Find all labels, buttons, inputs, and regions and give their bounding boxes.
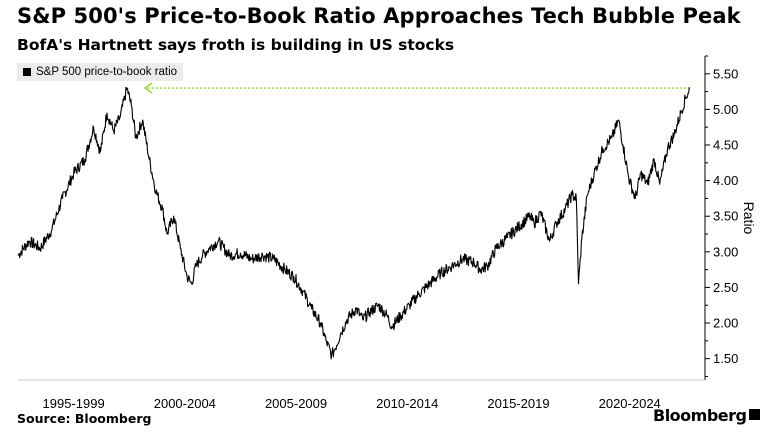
legend-swatch	[23, 68, 31, 76]
bloomberg-terminal-icon	[749, 409, 761, 420]
legend-label: S&P 500 price-to-book ratio	[36, 66, 178, 78]
series-layer	[17, 86, 690, 360]
y-tick-label: 4.00	[713, 173, 738, 188]
annotation-layer	[143, 82, 690, 94]
y-tick-label: 5.50	[713, 66, 738, 81]
chart-title: S&P 500's Price-to-Book Ratio Approaches…	[17, 4, 741, 28]
y-tick-label: 4.50	[713, 138, 738, 153]
x-tick-label: 2010-2014	[376, 396, 438, 411]
y-axis-label: Ratio	[741, 202, 757, 235]
chart-subtitle: BofA's Hartnett says froth is building i…	[17, 36, 455, 54]
y-tick-label: 1.50	[713, 351, 738, 366]
y-tick-label: 2.00	[713, 316, 738, 331]
x-tick-label: 2015-2019	[487, 396, 549, 411]
series-line	[17, 86, 690, 360]
brand-name: Bloomberg	[653, 406, 747, 425]
annotation-arrowhead	[143, 82, 153, 94]
axis-layer: 1.50 2.00 2.50 3.00 3.50 4.00 4.50 5.00 5.50 Rati…	[18, 55, 757, 411]
y-tick-label: 3.50	[713, 209, 738, 224]
source-note: Source: Bloomberg	[17, 411, 152, 426]
legend: S&P 500 price-to-book ratio	[17, 63, 184, 81]
x-tick-label: 2005-2009	[265, 396, 327, 411]
brand-logo: Bloomberg	[653, 406, 761, 425]
y-tick-label: 3.00	[713, 244, 738, 259]
y-tick-label: 2.50	[713, 280, 738, 295]
x-tick-label: 1995-1999	[43, 396, 105, 411]
x-tick-label: 2000-2004	[154, 396, 216, 411]
y-tick-label: 5.00	[713, 102, 738, 117]
x-tick-label: 2020-2024	[599, 396, 661, 411]
